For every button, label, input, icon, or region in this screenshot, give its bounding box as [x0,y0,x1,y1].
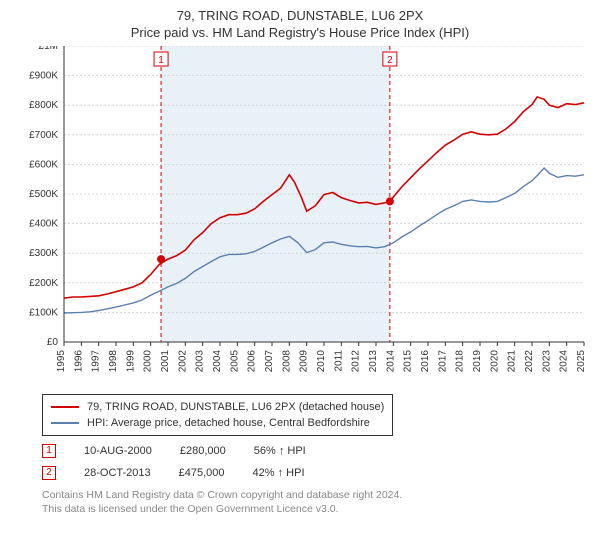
svg-text:£500K: £500K [29,189,58,200]
svg-text:2008: 2008 [281,350,292,373]
svg-text:2002: 2002 [177,350,188,373]
legend-label: HPI: Average price, detached house, Cent… [87,415,370,431]
transaction-delta: 56% ↑ HPI [254,440,306,462]
svg-text:2017: 2017 [437,350,448,373]
legend-swatch [51,422,79,424]
svg-text:£900K: £900K [29,71,58,82]
svg-text:£1M: £1M [39,46,58,52]
svg-text:2: 2 [387,55,393,66]
svg-text:2006: 2006 [247,350,258,373]
svg-text:2018: 2018 [455,350,466,373]
svg-text:2022: 2022 [524,350,535,373]
svg-text:2024: 2024 [559,350,570,373]
chart-area: £0 £100K £200K £300K £400K £500K £600K £700K £80… [8,46,592,388]
svg-text:£700K: £700K [29,130,58,141]
svg-text:£400K: £400K [29,219,58,230]
svg-text:£100K: £100K [29,307,58,318]
svg-text:2003: 2003 [195,350,206,373]
svg-text:2001: 2001 [160,350,171,373]
chart-title-sub: Price paid vs. HM Land Registry's House … [8,25,592,40]
svg-text:2011: 2011 [333,350,344,372]
transactions-table: 1 10-AUG-2000 £280,000 56% ↑ HPI 2 28-OC… [42,440,592,484]
svg-text:£800K: £800K [29,100,58,111]
footnote-line: Contains HM Land Registry data © Crown c… [42,488,592,502]
legend-item: 79, TRING ROAD, DUNSTABLE, LU6 2PX (deta… [51,399,384,415]
svg-text:2025: 2025 [576,350,587,373]
transaction-price: £475,000 [179,462,225,484]
svg-text:2000: 2000 [143,350,154,373]
transaction-row: 1 10-AUG-2000 £280,000 56% ↑ HPI [42,440,592,462]
svg-text:2023: 2023 [541,350,552,373]
transaction-date: 10-AUG-2000 [84,440,152,462]
svg-text:2007: 2007 [264,350,275,373]
svg-text:1998: 1998 [108,350,119,373]
svg-text:2004: 2004 [212,350,223,373]
svg-text:2021: 2021 [507,350,518,373]
chart-title-main: 79, TRING ROAD, DUNSTABLE, LU6 2PX [8,8,592,23]
transaction-delta: 42% ↑ HPI [253,462,305,484]
transaction-date: 28-OCT-2013 [84,462,151,484]
footnotes: Contains HM Land Registry data © Crown c… [42,488,592,516]
svg-text:2013: 2013 [368,350,379,373]
svg-text:1997: 1997 [91,350,102,373]
chart-svg: £0 £100K £200K £300K £400K £500K £600K £700K £80… [8,46,592,388]
svg-text:2014: 2014 [385,350,396,373]
transaction-marker-icon: 2 [42,466,56,480]
svg-text:2010: 2010 [316,350,327,373]
legend: 79, TRING ROAD, DUNSTABLE, LU6 2PX (deta… [42,394,393,436]
svg-text:1995: 1995 [56,350,67,373]
svg-text:£300K: £300K [29,248,58,259]
svg-text:2015: 2015 [403,350,414,373]
svg-text:£0: £0 [47,337,59,348]
legend-label: 79, TRING ROAD, DUNSTABLE, LU6 2PX (deta… [87,399,384,415]
svg-text:£600K: £600K [29,159,58,170]
svg-text:2020: 2020 [489,350,500,373]
svg-text:2005: 2005 [229,350,240,373]
svg-text:2009: 2009 [299,350,310,373]
svg-text:2019: 2019 [472,350,483,373]
legend-swatch [51,406,79,408]
svg-text:1999: 1999 [125,350,136,373]
transaction-marker-icon: 1 [42,444,56,458]
svg-text:1996: 1996 [73,350,84,373]
footnote-line: This data is licensed under the Open Gov… [42,502,592,516]
svg-text:£200K: £200K [29,278,58,289]
transaction-price: £280,000 [180,440,226,462]
svg-text:2012: 2012 [351,350,362,373]
svg-text:2016: 2016 [420,350,431,373]
svg-text:1: 1 [158,55,164,66]
legend-item: HPI: Average price, detached house, Cent… [51,415,384,431]
transaction-row: 2 28-OCT-2013 £475,000 42% ↑ HPI [42,462,592,484]
